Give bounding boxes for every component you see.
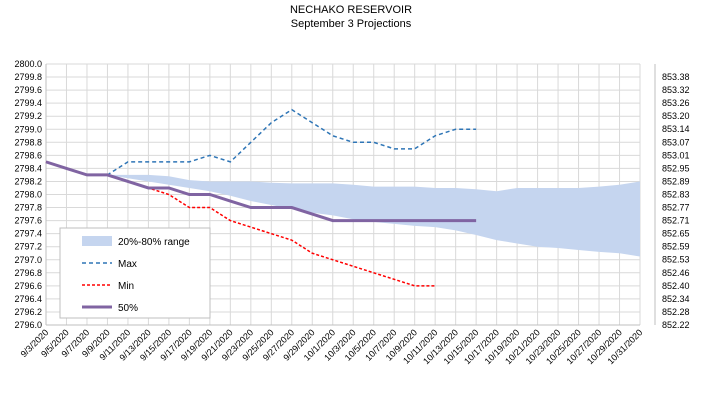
y2-tick-label: 852.53 — [662, 255, 690, 265]
y2-tick-label: 853.14 — [662, 124, 690, 134]
y-tick-label: 2799.4 — [14, 98, 42, 108]
y2-tick-label: 853.07 — [662, 137, 690, 147]
legend-swatch — [82, 236, 112, 246]
y2-tick-label: 853.01 — [662, 150, 690, 160]
series-line-max — [45, 108, 477, 176]
y-tick-label: 2799.8 — [14, 72, 42, 82]
y2-tick-label: 852.89 — [662, 176, 690, 186]
y-tick-label: 2800.0 — [14, 59, 42, 69]
y-tick-label: 2798.0 — [14, 190, 42, 200]
y-tick-label: 2796.2 — [14, 307, 42, 317]
y2-tick-label: 852.22 — [662, 320, 690, 330]
series-line-50 — [45, 160, 477, 223]
chart-subtitle: September 3 Projections — [290, 18, 412, 30]
y-tick-label: 2798.2 — [14, 176, 42, 186]
legend-label: 50% — [118, 303, 138, 314]
legend-label: 20%-80% range — [118, 237, 190, 248]
y-tick-label: 2796.6 — [14, 281, 42, 291]
y-tick-label: 2799.6 — [14, 85, 42, 95]
y2-tick-label: 853.38 — [662, 72, 690, 82]
y2-tick-label: 852.40 — [662, 281, 690, 291]
y-tick-label: 2799.0 — [14, 124, 42, 134]
y-tick-label: 2797.8 — [14, 203, 42, 213]
y-tick-label: 2798.6 — [14, 150, 42, 160]
y-tick-label: 2797.2 — [14, 242, 42, 252]
y2-tick-label: 852.28 — [662, 307, 690, 317]
y2-tick-label: 853.20 — [662, 111, 690, 121]
y2-tick-label: 852.34 — [662, 294, 690, 304]
y2-tick-label: 853.26 — [662, 98, 690, 108]
y2-tick-label: 853.32 — [662, 85, 690, 95]
y2-tick-label: 852.46 — [662, 268, 690, 278]
y-tick-label: 2796.8 — [14, 268, 42, 278]
legend-label: Min — [118, 281, 134, 292]
y-tick-label: 2797.4 — [14, 229, 42, 239]
y2-tick-label: 852.59 — [662, 242, 690, 252]
y-tick-label: 2799.2 — [14, 111, 42, 121]
y2-tick-label: 852.83 — [662, 189, 690, 199]
range-band — [46, 161, 640, 257]
y2-tick-label: 852.77 — [662, 203, 690, 213]
y-tick-label: 2797.6 — [14, 216, 42, 226]
y2-tick-label: 852.71 — [662, 216, 690, 226]
y-tick-label: 2796.4 — [14, 294, 42, 304]
y-tick-label: 2798.4 — [14, 163, 42, 173]
y2-tick-label: 852.65 — [662, 229, 690, 239]
chart-title: NECHAKO RESERVOIR — [289, 4, 413, 16]
legend-label: Max — [118, 259, 137, 270]
y-tick-label: 2797.0 — [14, 255, 42, 265]
y-tick-label: 2798.8 — [14, 137, 42, 147]
y2-tick-label: 852.95 — [662, 163, 690, 173]
y-tick-label: 2796.0 — [14, 320, 42, 330]
